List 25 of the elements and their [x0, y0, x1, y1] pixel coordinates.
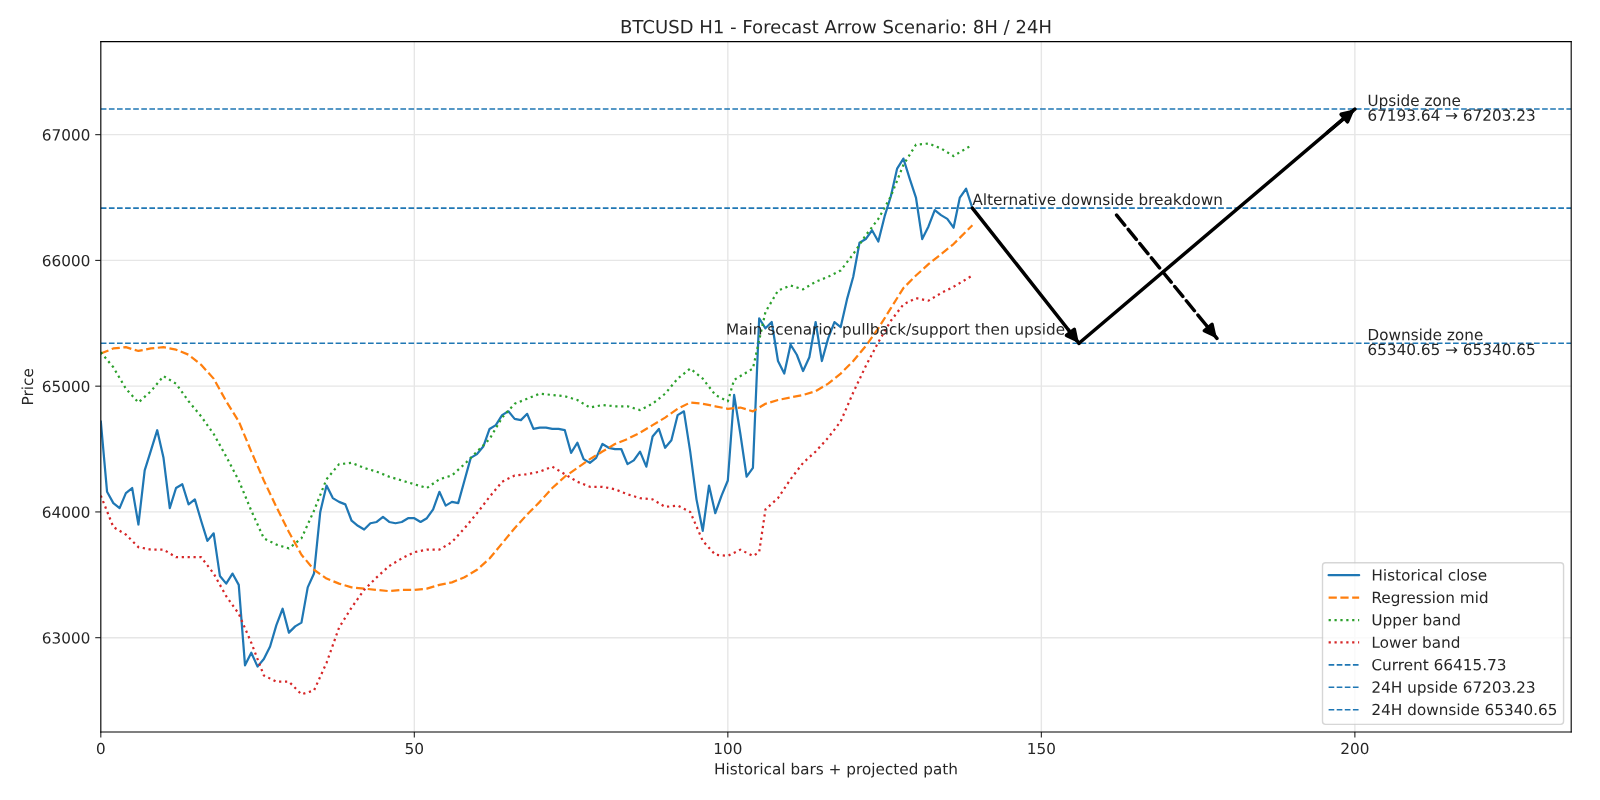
y-tick-label: 63000 [42, 632, 90, 644]
legend-label: Current 66415.73 [1372, 658, 1506, 671]
y-axis-title: Price [21, 368, 34, 404]
line-series [100, 274, 974, 696]
y-tick-label: 67000 [42, 129, 90, 141]
annotation: Alternative downside breakdown [972, 193, 1222, 206]
legend-label: Regression mid [1372, 591, 1488, 607]
x-tick-label: 50 [405, 742, 424, 755]
y-tick-label: 66000 [42, 254, 90, 267]
x-axis-title: Historical bars + projected path [715, 762, 957, 778]
legend-label: Upper band [1372, 613, 1460, 629]
x-tick-label: 200 [1341, 742, 1369, 755]
line-series [100, 224, 974, 593]
legend-label: Lower band [1372, 636, 1460, 649]
y-tick-label: 65000 [42, 380, 90, 393]
annotation: Downside zone 65340.65 → 65340.65 [1368, 328, 1535, 356]
legend-label: 24H upside 67203.23 [1372, 681, 1535, 696]
x-tick-label: 150 [1028, 742, 1055, 755]
legend-label: Historical close [1372, 568, 1487, 581]
annotation: Upside zone 67193.64 → 67203.23 [1368, 94, 1535, 121]
x-tick-label: 0 [96, 742, 105, 755]
chart-title: BTCUSD H1 - Forecast Arrow Scenario: 8H / 24H [621, 19, 1051, 35]
x-tick-label: 100 [714, 742, 742, 755]
legend-label: 24H downside 65340.65 [1372, 703, 1557, 716]
y-tick-label: 64000 [42, 506, 90, 518]
